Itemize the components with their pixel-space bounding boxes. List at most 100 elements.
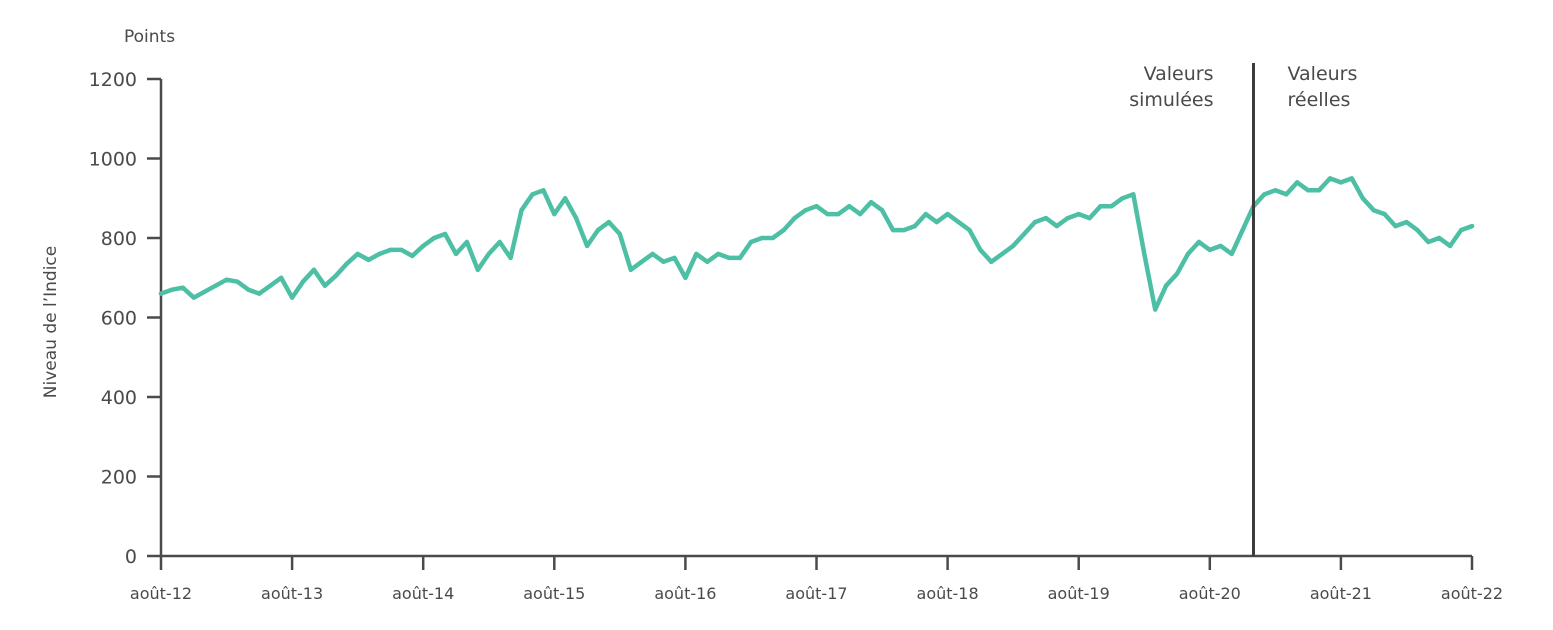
data-point	[1043, 215, 1049, 221]
x-tick-label: août-13	[261, 584, 323, 603]
data-point	[1076, 211, 1081, 217]
data-point	[868, 200, 874, 205]
data-point	[606, 219, 612, 225]
data-point	[814, 204, 819, 209]
data-point	[563, 196, 568, 201]
y-tick-label: 200	[101, 467, 137, 489]
data-point	[879, 208, 885, 213]
x-tick-label: août-12	[130, 584, 192, 603]
x-tick-label: août-18	[917, 584, 979, 603]
data-point	[224, 277, 229, 282]
data-point	[1185, 251, 1191, 257]
data-point	[1262, 192, 1267, 197]
data-point	[1426, 239, 1431, 245]
data-point	[748, 239, 754, 245]
data-point	[213, 283, 218, 288]
data-point	[672, 255, 677, 261]
data-point	[1000, 251, 1005, 257]
data-point	[377, 251, 382, 257]
x-tick-label: août-19	[1048, 584, 1110, 603]
x-tick-label: août-21	[1310, 584, 1372, 603]
x-axis: août-12 août-13 août-14 août-15 août-16 août-…	[130, 554, 1503, 603]
data-point	[1371, 208, 1376, 213]
data-point	[1458, 227, 1464, 233]
data-point	[344, 261, 349, 266]
data-point	[180, 285, 185, 290]
real-values-label: Valeurs réelles	[1288, 63, 1358, 111]
data-point	[628, 267, 633, 272]
data-point	[1010, 243, 1016, 249]
data-point	[268, 283, 273, 288]
data-point	[694, 251, 699, 257]
y-axis-title: Niveau de l’Indice	[41, 246, 61, 398]
data-point	[1196, 239, 1202, 245]
y-tick-label: 1000	[89, 149, 137, 171]
x-tick-label: août-17	[785, 584, 847, 603]
x-tick-label: août-15	[523, 584, 585, 603]
data-point	[726, 255, 732, 261]
data-point	[1021, 231, 1027, 237]
data-point	[770, 235, 775, 241]
data-point	[705, 259, 710, 264]
data-point	[781, 227, 786, 233]
data-point	[519, 208, 524, 213]
simulated-values-label: Valeurs simulées	[1129, 63, 1213, 111]
data-point	[552, 211, 557, 217]
data-point	[1098, 204, 1103, 209]
data-point	[1327, 176, 1333, 181]
data-point	[158, 291, 164, 296]
data-point	[1218, 243, 1223, 249]
data-point	[595, 227, 601, 233]
data-point	[573, 215, 579, 221]
data-point	[399, 247, 404, 253]
data-point	[978, 247, 983, 253]
data-point	[1032, 219, 1038, 225]
y-tick-label: 1200	[89, 69, 137, 91]
data-point	[1163, 283, 1169, 288]
data-point	[1240, 227, 1245, 233]
data-point	[486, 251, 491, 257]
data-point	[956, 219, 961, 225]
data-point	[322, 283, 328, 288]
data-point	[639, 259, 644, 264]
data-point	[279, 275, 284, 280]
data-point	[617, 231, 622, 237]
data-point	[1305, 188, 1311, 193]
data-point	[1382, 211, 1387, 217]
y-tick-label: 800	[101, 228, 137, 250]
x-tick-label: août-22	[1441, 584, 1503, 603]
data-point	[661, 259, 666, 264]
data-point	[683, 275, 688, 280]
data-point	[1120, 196, 1125, 201]
data-point	[355, 251, 360, 257]
data-point	[1142, 251, 1147, 257]
data-point	[1284, 192, 1289, 197]
x-tick-label: août-20	[1179, 584, 1241, 603]
data-point	[431, 235, 437, 241]
data-point	[1109, 204, 1114, 209]
data-point	[1349, 176, 1355, 181]
data-point	[945, 211, 950, 217]
data-point	[1404, 219, 1409, 225]
series-layer	[158, 176, 1475, 312]
data-point	[246, 287, 251, 292]
data-point	[912, 223, 917, 229]
data-point	[737, 255, 743, 261]
data-point	[475, 267, 480, 272]
data-point	[1054, 223, 1060, 229]
divider-layer: Valeurs simulées Valeurs réelles	[1129, 63, 1357, 556]
data-point	[508, 255, 513, 261]
data-point	[1360, 196, 1366, 201]
data-point	[836, 211, 841, 217]
data-point	[410, 253, 415, 259]
data-point	[901, 227, 907, 233]
data-point	[847, 204, 852, 209]
data-point	[1207, 247, 1213, 253]
data-point	[464, 239, 470, 245]
y-unit-label: Points	[124, 27, 175, 47]
y-tick-label: 0	[125, 546, 137, 568]
data-point	[530, 192, 535, 197]
data-point	[202, 289, 207, 294]
y-axis: 0 200 400 600 800 1000 1200	[89, 69, 163, 568]
